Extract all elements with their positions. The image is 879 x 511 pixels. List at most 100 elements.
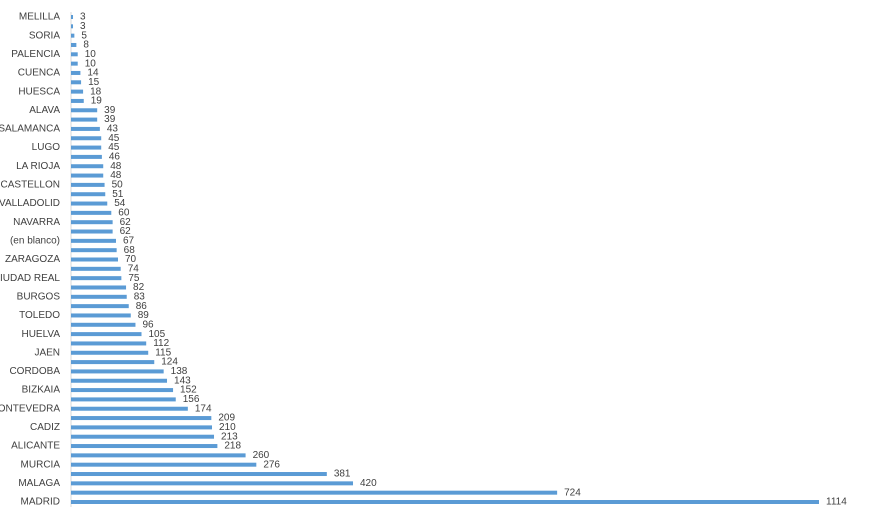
value-label: 5 <box>81 30 87 41</box>
value-label: 210 <box>219 422 236 433</box>
y-tick-label: ZARAGOZA <box>5 254 60 265</box>
value-label: 60 <box>118 208 130 219</box>
bar <box>71 378 168 383</box>
bar <box>71 397 176 402</box>
bar <box>71 500 819 504</box>
value-label: 8 <box>83 40 89 51</box>
y-tick-label: TOLEDO <box>19 310 60 321</box>
y-tick-label: MALAGA <box>18 478 60 489</box>
bar <box>71 229 113 234</box>
bar <box>71 350 149 355</box>
bar <box>71 360 155 365</box>
value-label: 14 <box>87 68 99 79</box>
bar <box>71 238 116 243</box>
y-tick-label: MELILLA <box>19 12 60 23</box>
y-tick-label: CIUDAD REAL <box>0 273 60 284</box>
y-tick-label: LA RIOJA <box>16 161 60 172</box>
value-label: 89 <box>138 310 150 321</box>
bar <box>71 52 78 57</box>
y-tick-label: VALLADOLID <box>0 198 60 209</box>
value-label: 62 <box>120 217 132 228</box>
bar <box>71 304 129 309</box>
bar <box>71 182 105 187</box>
value-label: 51 <box>112 189 124 200</box>
y-tick-label: JAEN <box>34 347 60 358</box>
y-tick-label: HUESCA <box>18 86 60 97</box>
value-label: 15 <box>88 77 100 88</box>
value-label: 46 <box>109 152 121 163</box>
y-tick-label: CUENCA <box>18 68 61 79</box>
bar <box>71 472 327 477</box>
value-label: 724 <box>564 487 581 498</box>
value-label: 83 <box>134 291 146 302</box>
value-label: 19 <box>91 96 103 107</box>
bar <box>71 192 106 197</box>
bar <box>71 481 354 486</box>
value-label: 143 <box>174 375 191 386</box>
y-tick-label: SALAMANCA <box>0 124 60 135</box>
bar <box>71 154 102 159</box>
y-tick-label: MADRID <box>21 497 60 508</box>
value-label: 74 <box>128 263 140 274</box>
bar <box>71 490 558 495</box>
y-tick-label: MURCIA <box>21 459 61 470</box>
y-tick-label: ALAVA <box>29 105 60 116</box>
bar <box>71 108 98 113</box>
bar <box>71 444 218 449</box>
value-label: 260 <box>253 450 270 461</box>
value-label: 10 <box>85 58 97 69</box>
bar <box>71 257 119 262</box>
y-tick-label: BURGOS <box>17 291 61 302</box>
value-label: 213 <box>221 431 238 442</box>
bar <box>71 24 74 29</box>
bar <box>71 33 75 38</box>
y-tick-label: PONTEVEDRA <box>0 403 60 414</box>
value-label: 39 <box>104 105 116 116</box>
value-label: 48 <box>110 161 122 172</box>
bar <box>71 220 113 225</box>
y-tick-label: ALICANTE <box>11 441 60 452</box>
y-tick-label: CASTELLON <box>1 180 60 191</box>
bar <box>71 434 215 439</box>
value-label: 50 <box>112 180 124 191</box>
bar <box>71 80 82 85</box>
value-label: 39 <box>104 114 116 125</box>
y-tick-label: BIZKAIA <box>22 385 61 396</box>
bar <box>71 313 131 318</box>
value-label: 45 <box>108 142 120 153</box>
bar <box>71 61 78 66</box>
value-label: 10 <box>85 49 97 60</box>
y-tick-label: CADIZ <box>30 422 60 433</box>
bar <box>71 285 127 290</box>
bar <box>71 173 104 178</box>
bar <box>71 89 84 94</box>
value-label: 420 <box>360 478 377 489</box>
bar <box>71 117 98 122</box>
bar <box>71 248 117 253</box>
value-label: 86 <box>136 301 148 312</box>
bar <box>71 145 102 150</box>
value-label: 3 <box>80 12 86 23</box>
bar <box>71 406 188 411</box>
value-label: 62 <box>120 226 132 237</box>
bar <box>71 416 212 421</box>
value-label: 112 <box>153 338 169 349</box>
value-label: 43 <box>107 124 119 135</box>
bar <box>71 425 213 430</box>
bar <box>71 15 74 19</box>
y-tick-label: LUGO <box>32 142 61 153</box>
value-label: 96 <box>142 319 154 330</box>
bar <box>71 42 77 47</box>
bar <box>71 201 108 206</box>
bar <box>71 369 164 374</box>
value-label: 3 <box>80 21 86 32</box>
value-label: 70 <box>125 254 137 265</box>
value-label: 218 <box>224 441 241 452</box>
value-label: 209 <box>218 413 235 424</box>
value-label: 152 <box>180 385 197 396</box>
value-label: 67 <box>123 235 135 246</box>
bar <box>71 388 174 393</box>
bar <box>71 136 102 141</box>
